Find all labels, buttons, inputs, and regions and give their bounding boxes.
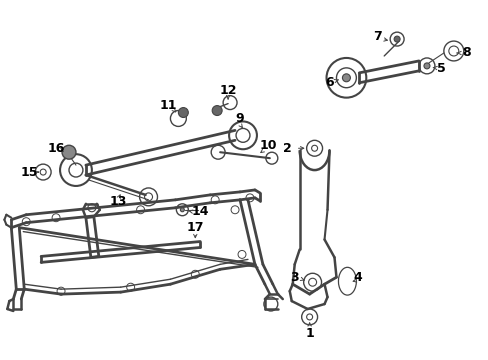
Text: 4: 4 [352, 271, 361, 284]
Circle shape [393, 36, 399, 42]
Text: 7: 7 [372, 30, 381, 42]
Text: 17: 17 [186, 221, 203, 234]
Text: 8: 8 [462, 46, 470, 59]
Text: 12: 12 [219, 84, 236, 97]
Circle shape [423, 63, 429, 69]
Text: 6: 6 [325, 76, 333, 89]
Text: 1: 1 [305, 327, 313, 340]
Circle shape [342, 74, 350, 82]
Text: 11: 11 [160, 99, 177, 112]
Text: 15: 15 [20, 166, 38, 179]
Text: 10: 10 [259, 139, 276, 152]
Circle shape [62, 145, 76, 159]
Text: 3: 3 [290, 271, 299, 284]
Text: 5: 5 [436, 62, 445, 75]
Circle shape [180, 208, 184, 212]
Text: 2: 2 [283, 142, 291, 155]
Text: 9: 9 [235, 112, 244, 125]
Text: 14: 14 [191, 205, 208, 218]
Circle shape [178, 108, 188, 117]
Text: 13: 13 [110, 195, 127, 208]
Circle shape [212, 105, 222, 116]
Text: 16: 16 [47, 142, 64, 155]
